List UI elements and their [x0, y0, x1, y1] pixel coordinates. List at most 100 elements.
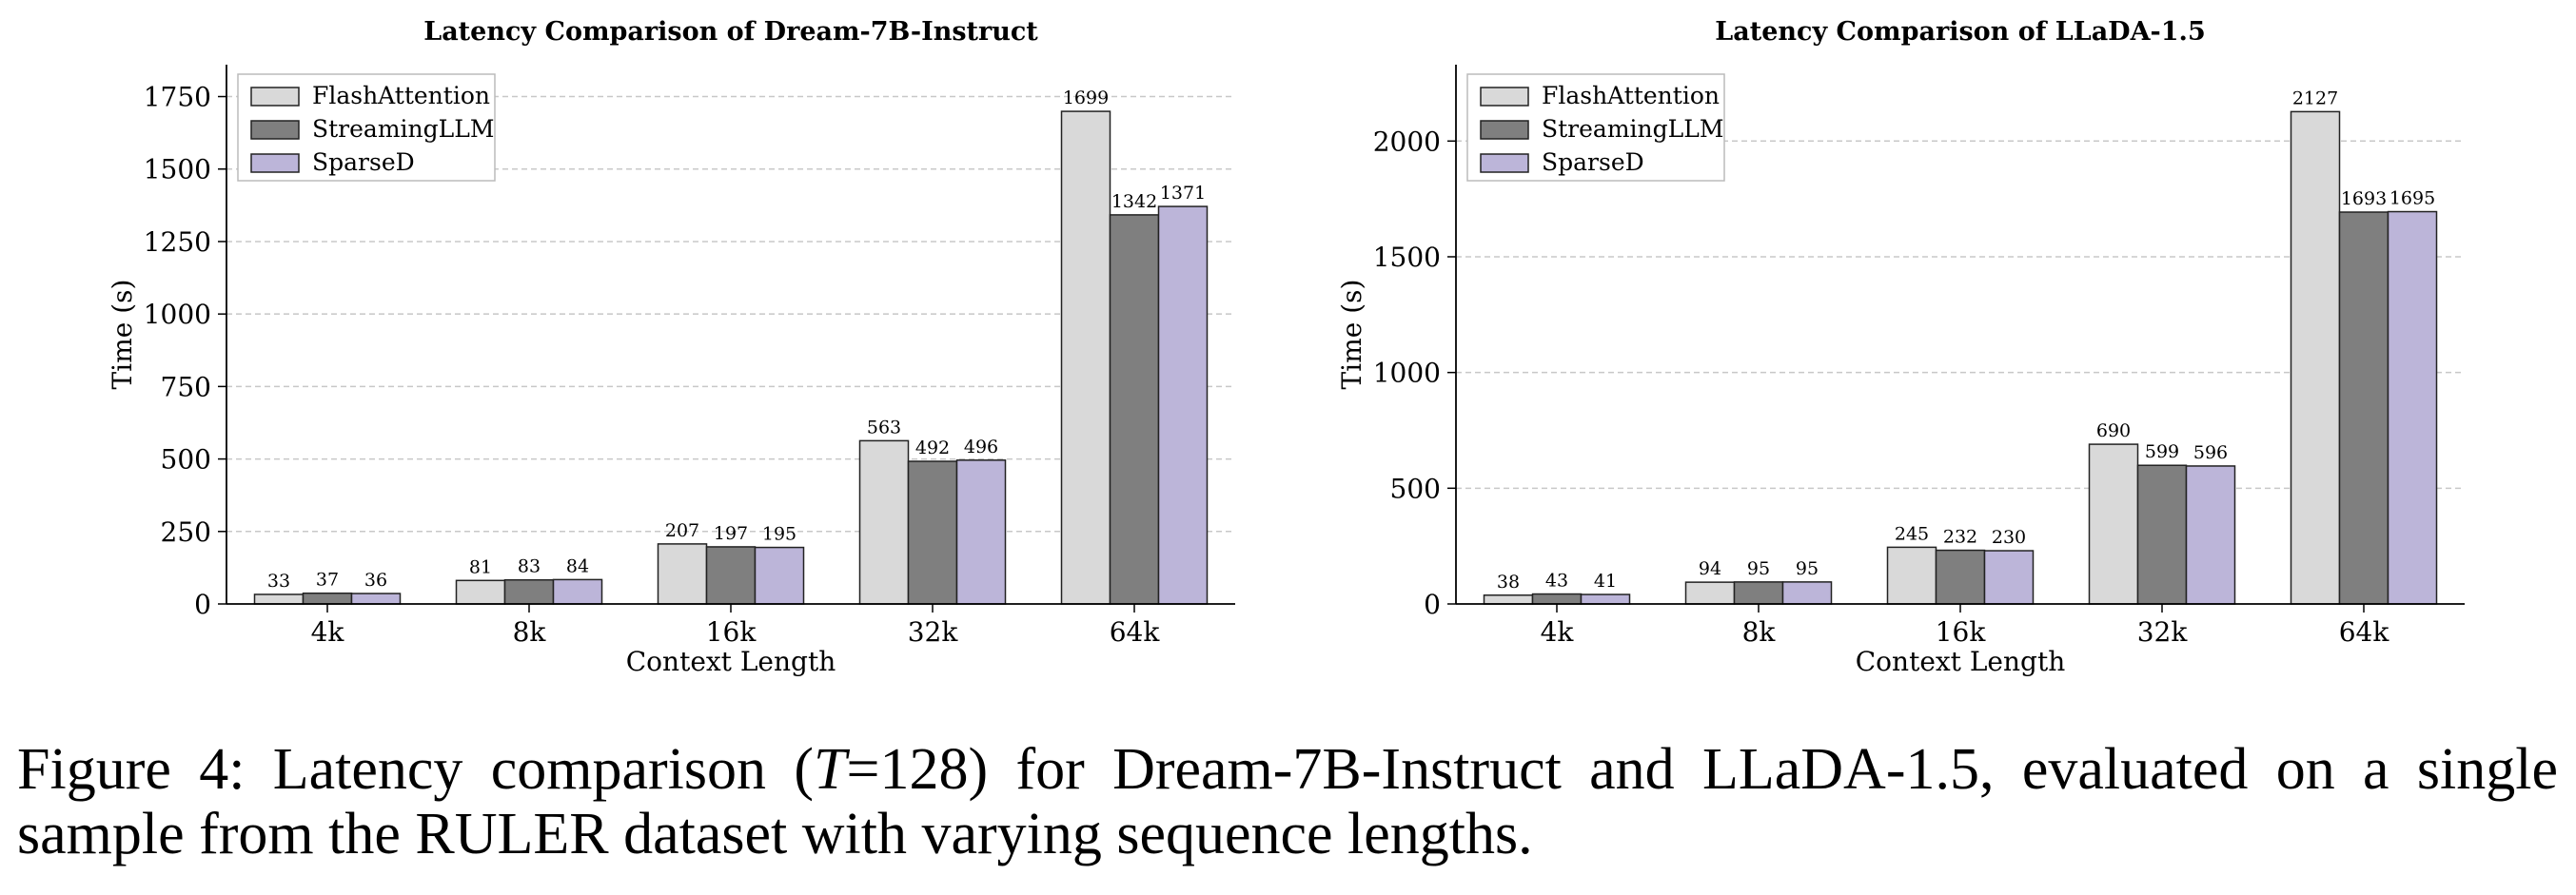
- figure-caption: Figure 4: Latency comparison (T=128) for…: [17, 737, 2558, 866]
- bar: [955, 459, 1007, 605]
- bar: [2387, 210, 2438, 605]
- bar: [455, 579, 506, 605]
- bar: [1781, 581, 1833, 605]
- y-tick-label: 750: [161, 371, 211, 402]
- data-label: 94: [1699, 558, 1721, 579]
- bar: [1580, 593, 1631, 605]
- y-tick-label: 500: [1390, 473, 1441, 504]
- y-tick-label: 1000: [144, 299, 211, 330]
- chart-1: Latency Comparison of Dream-7B-Instruct 0…: [107, 17, 1235, 677]
- y-tick-label: 1500: [144, 154, 211, 185]
- bar: [1531, 593, 1583, 605]
- data-label: 83: [518, 556, 541, 577]
- bar: [907, 460, 958, 605]
- bar: [858, 439, 910, 605]
- data-label: 37: [316, 570, 339, 591]
- data-label: 230: [1992, 527, 2026, 548]
- data-label: 38: [1497, 572, 1520, 593]
- data-label: 2127: [2292, 88, 2338, 108]
- y-tick-label: 1250: [144, 226, 211, 258]
- data-label: 1342: [1111, 191, 1157, 212]
- bar: [1733, 581, 1784, 605]
- chart-title: Latency Comparison of LLaDA-1.5: [1715, 17, 2205, 47]
- data-label: 492: [915, 438, 950, 458]
- caption-symbol: T: [814, 737, 847, 802]
- x-tick-label: 32k: [908, 616, 959, 648]
- data-label: 599: [2145, 441, 2179, 462]
- legend-label: SparseD: [1542, 148, 1644, 176]
- x-tick-label: 64k: [1110, 616, 1161, 648]
- bar: [1886, 546, 1937, 605]
- data-label: 84: [566, 555, 589, 576]
- x-tick-label: 64k: [2339, 616, 2390, 648]
- bar: [1983, 550, 2035, 605]
- x-axis-label: Context Length: [626, 646, 836, 677]
- legend-label: FlashAttention: [1542, 82, 1720, 109]
- bar: [1935, 549, 1986, 605]
- y-tick-label: 1000: [1373, 358, 1441, 389]
- legend-label: FlashAttention: [312, 82, 490, 109]
- legend-swatch: [1480, 153, 1529, 173]
- bar: [1483, 594, 1534, 605]
- data-label: 95: [1796, 558, 1819, 579]
- x-tick-label: 8k: [513, 616, 547, 648]
- bar: [2136, 464, 2188, 605]
- data-label: 43: [1545, 571, 1568, 592]
- data-label: 207: [665, 520, 699, 541]
- y-tick-label: 250: [161, 516, 211, 548]
- bar: [1060, 110, 1111, 605]
- data-label: 41: [1594, 571, 1617, 592]
- bar: [2088, 443, 2139, 605]
- y-axis-label: Time (s): [1336, 280, 1367, 390]
- data-label: 197: [714, 523, 748, 544]
- caption-prefix: Figure 4: Latency comparison (: [17, 737, 815, 802]
- legend-label: StreamingLLM: [312, 115, 494, 143]
- x-tick-label: 16k: [706, 616, 757, 648]
- y-tick-label: 1750: [144, 82, 211, 113]
- y-tick-label: 1500: [1373, 242, 1441, 273]
- x-tick-label: 16k: [1936, 616, 1987, 648]
- bar: [754, 546, 805, 605]
- data-label: 1695: [2389, 188, 2435, 209]
- bar: [253, 593, 305, 605]
- legend-swatch: [250, 87, 300, 107]
- bar: [2290, 110, 2341, 605]
- x-tick-label: 8k: [1742, 616, 1777, 648]
- data-label: 690: [2096, 420, 2131, 441]
- x-axis-label: Context Length: [1856, 646, 2066, 677]
- legend: FlashAttention StreamingLLM SparseD: [237, 73, 496, 182]
- data-label: 33: [267, 571, 290, 592]
- legend-swatch: [1480, 87, 1529, 107]
- bar: [350, 593, 402, 605]
- chart-title: Latency Comparison of Dream-7B-Instruct: [423, 17, 1038, 47]
- data-label: 1699: [1063, 88, 1109, 108]
- data-label: 496: [964, 437, 998, 457]
- bar: [552, 578, 603, 605]
- data-label: 95: [1747, 558, 1770, 579]
- data-label: 596: [2193, 442, 2228, 463]
- data-label: 563: [867, 417, 901, 438]
- data-label: 1371: [1160, 183, 1206, 204]
- y-tick-label: 2000: [1373, 126, 1441, 157]
- bar: [2185, 465, 2236, 605]
- data-label: 81: [469, 556, 492, 577]
- bar: [1684, 581, 1736, 605]
- chart-2: Latency Comparison of LLaDA-1.5 0 500 1000 1…: [1336, 17, 2465, 677]
- data-label: 36: [364, 570, 387, 591]
- y-tick-label: 0: [1424, 589, 1441, 620]
- bar: [1109, 214, 1160, 605]
- caption-suffix: =128) for Dream-7B-Instruct and LLaDA-1.…: [17, 737, 2558, 866]
- y-tick-label: 500: [161, 444, 211, 476]
- figure-charts: Latency Comparison of Dream-7B-Instruct 0…: [107, 17, 2465, 677]
- bar: [1157, 205, 1209, 605]
- legend: FlashAttention StreamingLLM SparseD: [1466, 73, 1725, 182]
- data-label: 1693: [2341, 188, 2387, 209]
- legend-label: SparseD: [312, 148, 415, 176]
- x-tick-label: 4k: [311, 616, 345, 648]
- legend-label: StreamingLLM: [1542, 115, 1723, 143]
- x-tick-label: 4k: [1541, 616, 1575, 648]
- bar: [657, 543, 708, 605]
- x-tick-label: 32k: [2137, 616, 2189, 648]
- data-label: 195: [762, 524, 796, 545]
- bar: [302, 592, 353, 605]
